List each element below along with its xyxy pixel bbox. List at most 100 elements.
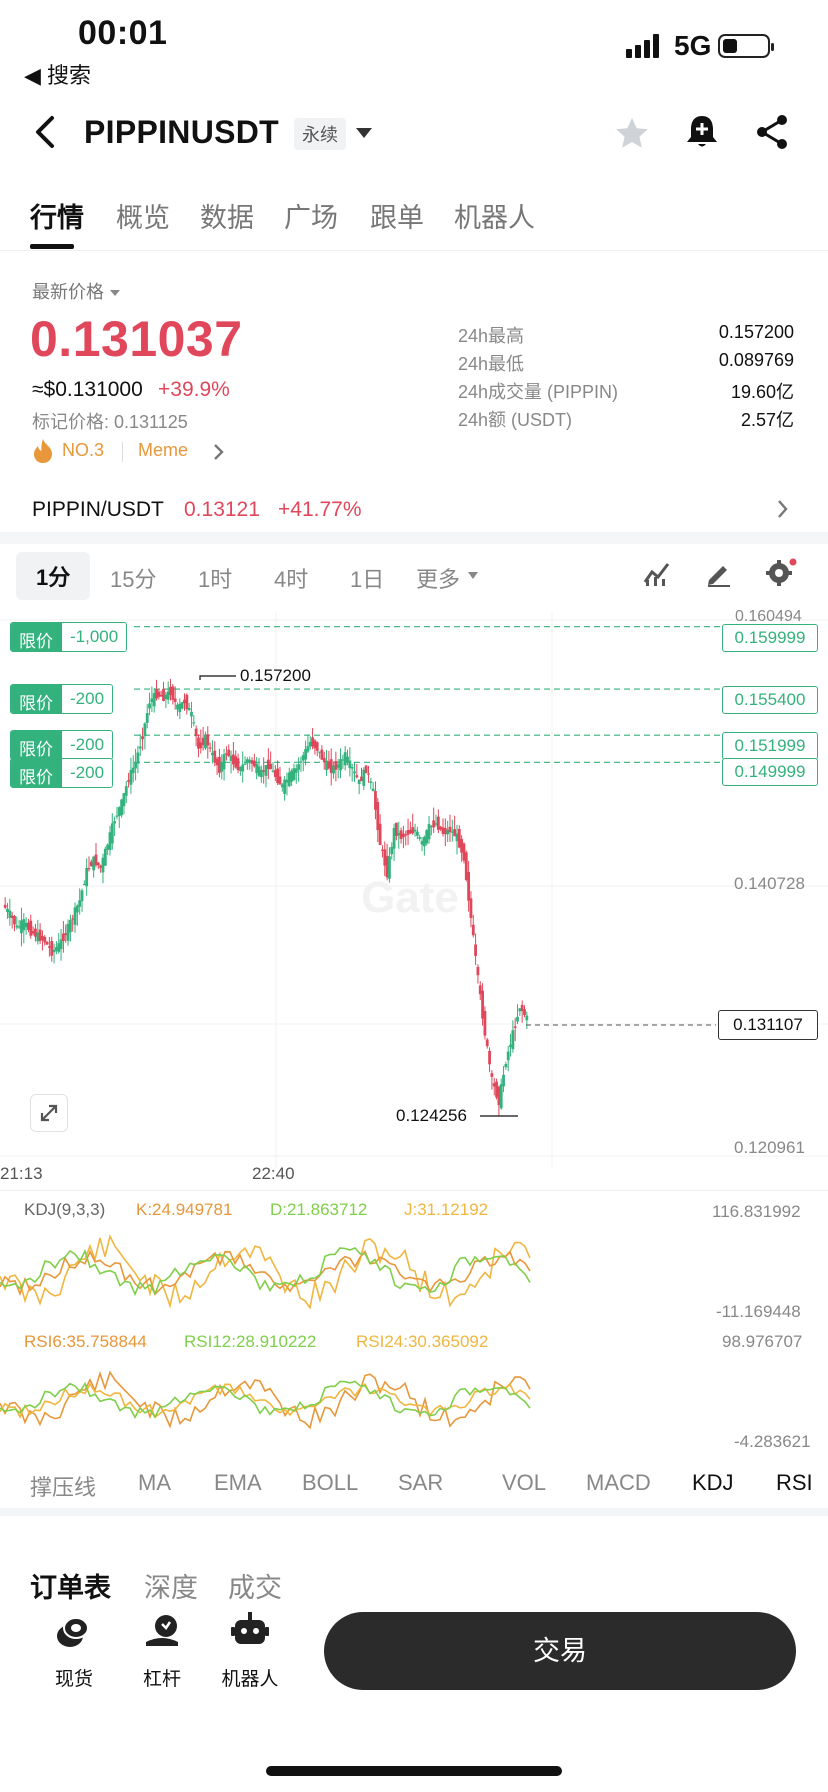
- order-tag-2[interactable]: 限价 -200: [10, 684, 114, 714]
- candle-body: [259, 769, 263, 778]
- candle-body: [59, 939, 63, 950]
- candle-body: [450, 831, 454, 833]
- share-icon[interactable]: [752, 112, 792, 152]
- candle-body: [71, 918, 75, 920]
- chevron-right-icon[interactable]: [212, 442, 226, 462]
- tab-trades[interactable]: 成交: [228, 1573, 282, 1603]
- candle-body: [231, 754, 235, 765]
- low-label: 0.124256: [396, 1106, 467, 1125]
- interval-4h[interactable]: 4时: [274, 567, 309, 592]
- candle-body: [523, 1009, 526, 1016]
- rank-badge[interactable]: NO.3: [62, 440, 105, 460]
- candle-body: [294, 768, 298, 773]
- category-tag[interactable]: Meme: [138, 440, 189, 460]
- ind-tab-vol[interactable]: VOL: [502, 1470, 547, 1495]
- settings-gear-icon[interactable]: [764, 556, 798, 588]
- candle-body: [383, 849, 387, 866]
- candle-body: [462, 843, 466, 861]
- price-change: +39.9%: [158, 378, 230, 401]
- order-price-tag-1[interactable]: 0.159999: [722, 624, 818, 652]
- action-leverage-label[interactable]: 杠杆: [142, 1669, 181, 1690]
- tab-bot[interactable]: 机器人: [454, 203, 535, 233]
- kdj-max: 116.831992: [712, 1202, 801, 1221]
- spot-pair-label[interactable]: PIPPIN/USDT: [32, 498, 164, 521]
- ind-tab-rsi[interactable]: RSI: [776, 1470, 813, 1495]
- interval-1m[interactable]: 1分: [16, 552, 91, 600]
- candle-body: [13, 916, 16, 925]
- tab-market[interactable]: 行情: [30, 203, 84, 233]
- draw-pen-icon[interactable]: [704, 558, 734, 588]
- candle-body: [278, 776, 282, 785]
- order-type: 限价: [11, 731, 61, 759]
- tab-copy-trade[interactable]: 跟单: [370, 203, 424, 233]
- pair-title[interactable]: PIPPINUSDT: [84, 114, 280, 150]
- pair-dropdown-icon[interactable]: [356, 128, 372, 138]
- candle-body: [173, 698, 177, 702]
- candle-body: [371, 788, 375, 792]
- candle-body: [82, 883, 86, 886]
- interval-1d[interactable]: 1日: [350, 567, 385, 592]
- latest-price-label[interactable]: 最新价格: [32, 278, 120, 304]
- order-price-tag-2[interactable]: 0.155400: [722, 686, 818, 714]
- watermark-logo: Gate: [361, 873, 459, 922]
- candle-body: [280, 784, 284, 788]
- order-tag-3[interactable]: 限价 -200: [10, 730, 114, 760]
- back-to-app-link[interactable]: ◀ 搜索: [24, 63, 92, 88]
- candle-body: [31, 930, 35, 934]
- candle-body: [311, 737, 314, 747]
- candle-body: [292, 768, 296, 780]
- trade-button[interactable]: 交易: [324, 1612, 796, 1690]
- tab-square[interactable]: 广场: [284, 203, 338, 233]
- order-tag-1[interactable]: 限价 -1,000: [10, 622, 128, 652]
- candle-body: [241, 764, 245, 772]
- candle-body: [61, 933, 65, 941]
- candle-body: [283, 779, 287, 794]
- order-price-tag-3[interactable]: 0.151999: [722, 732, 818, 760]
- candle-body: [276, 768, 280, 784]
- candle-body: [162, 688, 165, 701]
- candle-body: [343, 752, 347, 766]
- tab-depth[interactable]: 深度: [144, 1573, 198, 1603]
- back-arrow-icon[interactable]: [26, 112, 66, 152]
- fullscreen-button[interactable]: [30, 1094, 68, 1132]
- home-indicator[interactable]: [266, 1766, 562, 1776]
- candle-body: [499, 1084, 503, 1109]
- leverage-icon[interactable]: [142, 1612, 182, 1652]
- ind-tab-sar[interactable]: SAR: [398, 1470, 444, 1495]
- star-icon[interactable]: [612, 114, 652, 154]
- action-bot-label[interactable]: 机器人: [221, 1669, 279, 1690]
- interval-more[interactable]: 更多: [416, 567, 461, 592]
- kdj-min: -11.169448: [716, 1302, 801, 1321]
- candle-body: [285, 779, 289, 783]
- ind-tab-ema[interactable]: EMA: [214, 1470, 262, 1495]
- spot-chevron-icon[interactable]: [776, 498, 790, 520]
- candle-body: [122, 793, 126, 807]
- candle-body: [194, 728, 198, 737]
- candle-body: [171, 686, 175, 700]
- tab-overview[interactable]: 概览: [116, 203, 170, 233]
- spot-icon[interactable]: [54, 1614, 92, 1652]
- ind-tab-macd[interactable]: MACD: [586, 1470, 651, 1495]
- interval-1h[interactable]: 1时: [198, 567, 233, 592]
- order-price-tag-4[interactable]: 0.149999: [722, 758, 818, 786]
- candle-body: [64, 933, 68, 936]
- ind-tab-boll[interactable]: BOLL: [302, 1470, 359, 1495]
- candle-body: [266, 759, 270, 770]
- indicator-icon[interactable]: [642, 558, 672, 588]
- robot-icon[interactable]: [230, 1610, 270, 1650]
- tab-data[interactable]: 数据: [200, 203, 254, 233]
- candle-body: [392, 828, 396, 849]
- tab-order-book[interactable]: 订单表: [30, 1573, 111, 1603]
- interval-more-caret-icon[interactable]: [468, 572, 478, 579]
- order-qty: -1,000: [61, 623, 127, 651]
- bell-add-icon[interactable]: [682, 112, 722, 152]
- interval-15m[interactable]: 15分: [110, 567, 157, 592]
- order-tag-4[interactable]: 限价 -200: [10, 758, 114, 788]
- ind-tab-ma[interactable]: MA: [138, 1470, 171, 1495]
- fire-icon: [34, 439, 52, 463]
- stat-label-turnover: 24h额 (USDT): [458, 410, 573, 430]
- action-spot-label[interactable]: 现货: [54, 1669, 93, 1690]
- ind-tab-support[interactable]: 撑压线: [30, 1475, 97, 1500]
- ind-tab-kdj[interactable]: KDJ: [692, 1470, 734, 1495]
- price-chart[interactable]: Gate: [0, 612, 828, 1168]
